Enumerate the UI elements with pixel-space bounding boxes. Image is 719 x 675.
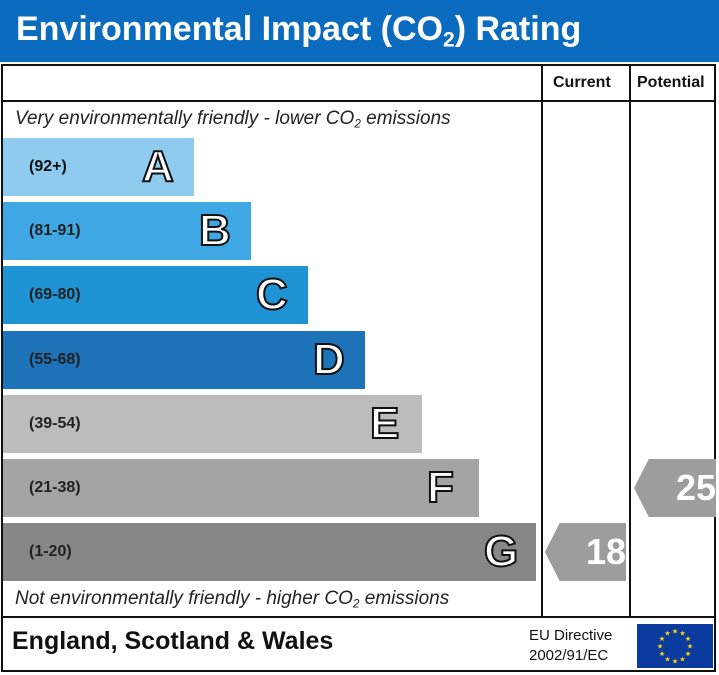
eu-star-icon: ★	[679, 656, 685, 664]
band-range-b: (81-91)	[29, 222, 81, 239]
bottom-scale-label: Not environmentally friendly - higher CO…	[15, 588, 450, 611]
eu-star-icon: ★	[659, 650, 665, 658]
title-bar: Environmental Impact (CO2) Rating	[0, 0, 719, 62]
band-letter-e: E	[369, 398, 400, 449]
potential-column-header: Potential	[637, 74, 705, 91]
region-label: England, Scotland & Wales	[12, 627, 334, 655]
band-g: (1-20) G	[3, 523, 536, 581]
rating-frame	[1, 64, 716, 672]
current-rating-value: 18	[585, 531, 626, 572]
eu-directive-line2: 2002/91/EC	[529, 647, 609, 664]
eu-directive-label: EU Directive 2002/91/EC	[529, 626, 612, 666]
eu-star-icon: ★	[685, 635, 691, 643]
band-range-g: (1-20)	[29, 543, 72, 560]
eu-star-icon: ★	[664, 656, 670, 664]
current-column-divider	[541, 66, 543, 617]
header-divider	[3, 100, 715, 102]
band-letter-a: A	[141, 141, 175, 192]
band-f: (21-38) F	[3, 459, 479, 517]
eu-stars: ★★★★★★★★★ ★ ★★	[657, 628, 693, 666]
eu-star-icon: ★	[664, 630, 670, 638]
potential-column-divider	[629, 66, 631, 617]
band-letter-b: B	[198, 205, 232, 256]
eu-star-icon: ★	[672, 658, 678, 666]
band-letter-d: D	[312, 334, 346, 385]
band-range-a: (92+)	[29, 158, 67, 175]
potential-rating-value: 25	[675, 467, 716, 508]
eu-star-icon: ★	[679, 630, 685, 638]
eu-star-icon: ★	[659, 635, 665, 643]
eu-star-icon: ★	[657, 643, 663, 651]
current-rating-arrow: 18	[545, 523, 626, 581]
band-range-c: (69-80)	[29, 286, 81, 303]
band-range-e: (39-54)	[29, 415, 81, 432]
current-column-header: Current	[553, 74, 611, 91]
eu-star-icon: ★	[687, 643, 693, 651]
footer-divider	[3, 616, 715, 618]
page-title: Environmental Impact (CO2) Rating	[16, 10, 582, 52]
band-b: (81-91) B	[3, 202, 251, 260]
band-a: (92+) A	[3, 138, 194, 196]
band-letter-f: F	[426, 462, 455, 513]
band-range-d: (55-68)	[29, 351, 81, 368]
band-letter-c: C	[255, 269, 289, 320]
eu-flag-icon: ★ ★ ★ ★ ★ ★ ★ ★ ★ ★ ★ ★	[637, 624, 713, 668]
eu-star-icon: ★	[672, 628, 678, 636]
eu-star-icon: ★	[685, 650, 691, 658]
band-range-f: (21-38)	[29, 479, 81, 496]
band-e: (39-54) E	[3, 395, 422, 453]
potential-rating-arrow: 25	[634, 459, 716, 517]
top-scale-label: Very environmentally friendly - lower CO…	[15, 108, 451, 131]
eu-directive-line1: EU Directive	[529, 627, 613, 644]
band-letter-g: G	[483, 526, 519, 577]
band-d: (55-68) D	[3, 331, 365, 389]
band-c: (69-80) C	[3, 266, 308, 324]
